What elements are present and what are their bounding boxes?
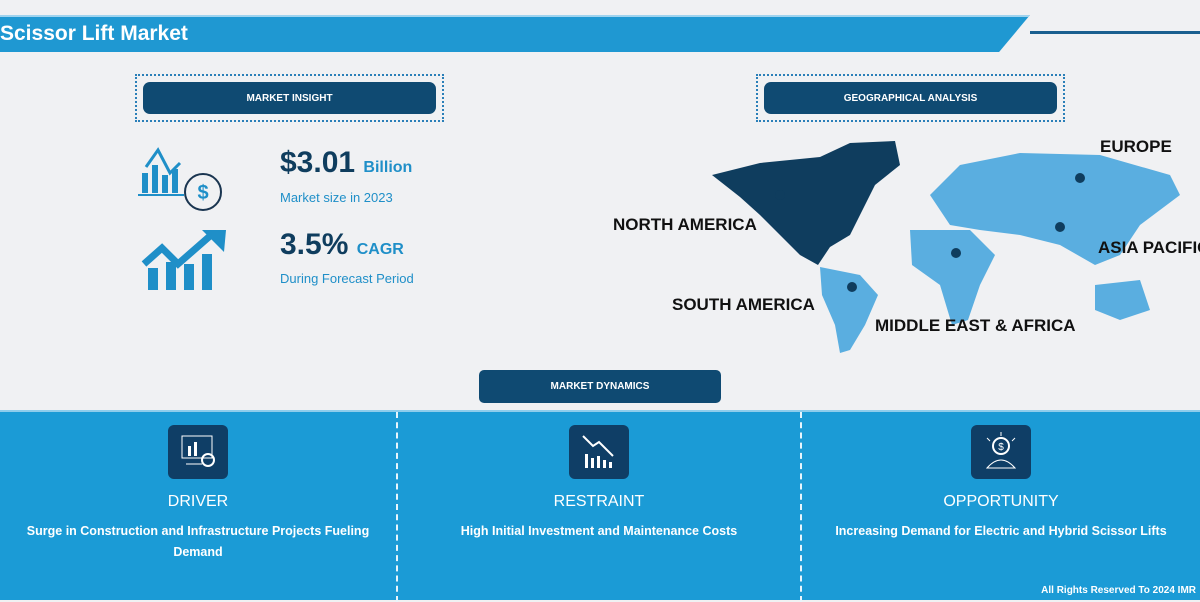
opportunity-label: OPPORTUNITY — [943, 493, 1059, 510]
svg-text:$: $ — [998, 442, 1004, 453]
south-america-shape — [820, 267, 878, 353]
region-middle-east-africa: MIDDLE EAST & AFRICA — [875, 316, 1076, 335]
europe-asia-shape — [930, 153, 1180, 265]
region-asia-pacific: ASIA PACIFIC — [1098, 238, 1200, 257]
copyright: All Rights Reserved To 2024 IMR — [1041, 585, 1196, 596]
pin-icon — [1075, 173, 1085, 183]
market-size-caption: Market size in 2023 — [280, 190, 393, 205]
page-title: Scissor Lift Market — [0, 22, 188, 45]
world-map — [712, 141, 1180, 353]
market-insight-label: MARKET INSIGHT — [143, 82, 436, 114]
growth-arrow-icon — [141, 230, 226, 290]
driver-card: DRIVER Surge in Construction and Infrast… — [0, 412, 396, 602]
divider — [396, 412, 398, 602]
region-north-america: NORTH AMERICA — [613, 215, 757, 234]
driver-label: DRIVER — [167, 493, 229, 510]
opportunity-card: $ OPPORTUNITY Increasing Demand for Elec… — [802, 412, 1200, 602]
restraint-label: RESTRAINT — [553, 493, 645, 510]
geo-analysis-label: GEOGRAPHICAL ANALYSIS — [764, 82, 1057, 114]
title-banner — [0, 15, 1030, 52]
australia-shape — [1095, 280, 1150, 320]
opportunity-text: Increasing Demand for Electric and Hybri… — [835, 524, 1167, 538]
divider — [800, 412, 802, 602]
pin-icon — [951, 248, 961, 258]
cagr-value: 3.5% CAGR — [280, 228, 404, 261]
geo-analysis-header: GEOGRAPHICAL ANALYSIS — [756, 74, 1065, 122]
cagr-caption: During Forecast Period — [280, 271, 414, 286]
restraint-card: RESTRAINT High Initial Investment and Ma… — [398, 412, 800, 602]
market-insight-header: MARKET INSIGHT — [135, 74, 444, 122]
market-dynamics-header: MARKET DYNAMICS — [479, 370, 721, 403]
region-south-america: SOUTH AMERICA — [672, 295, 815, 314]
pin-icon — [1055, 222, 1065, 232]
bar-chart-dollar-icon: $ — [138, 147, 222, 211]
banner-line — [1030, 31, 1200, 34]
dollar-lightbulb-icon: $ — [971, 425, 1031, 479]
restraint-text: High Initial Investment and Maintenance … — [460, 524, 738, 538]
declining-chart-icon — [569, 425, 629, 479]
analytics-monitor-icon — [168, 425, 228, 479]
region-europe: EUROPE — [1100, 137, 1172, 156]
pin-icon — [847, 282, 857, 292]
africa-shape — [910, 230, 995, 325]
market-size-value: $3.01 Billion — [280, 146, 413, 179]
driver-text: Surge in Construction and Infrastructure… — [26, 524, 370, 559]
dynamics-panel: DRIVER Surge in Construction and Infrast… — [0, 410, 1200, 602]
pin-icon — [775, 190, 785, 200]
svg-text:$: $ — [197, 182, 208, 204]
north-america-shape — [712, 141, 900, 265]
